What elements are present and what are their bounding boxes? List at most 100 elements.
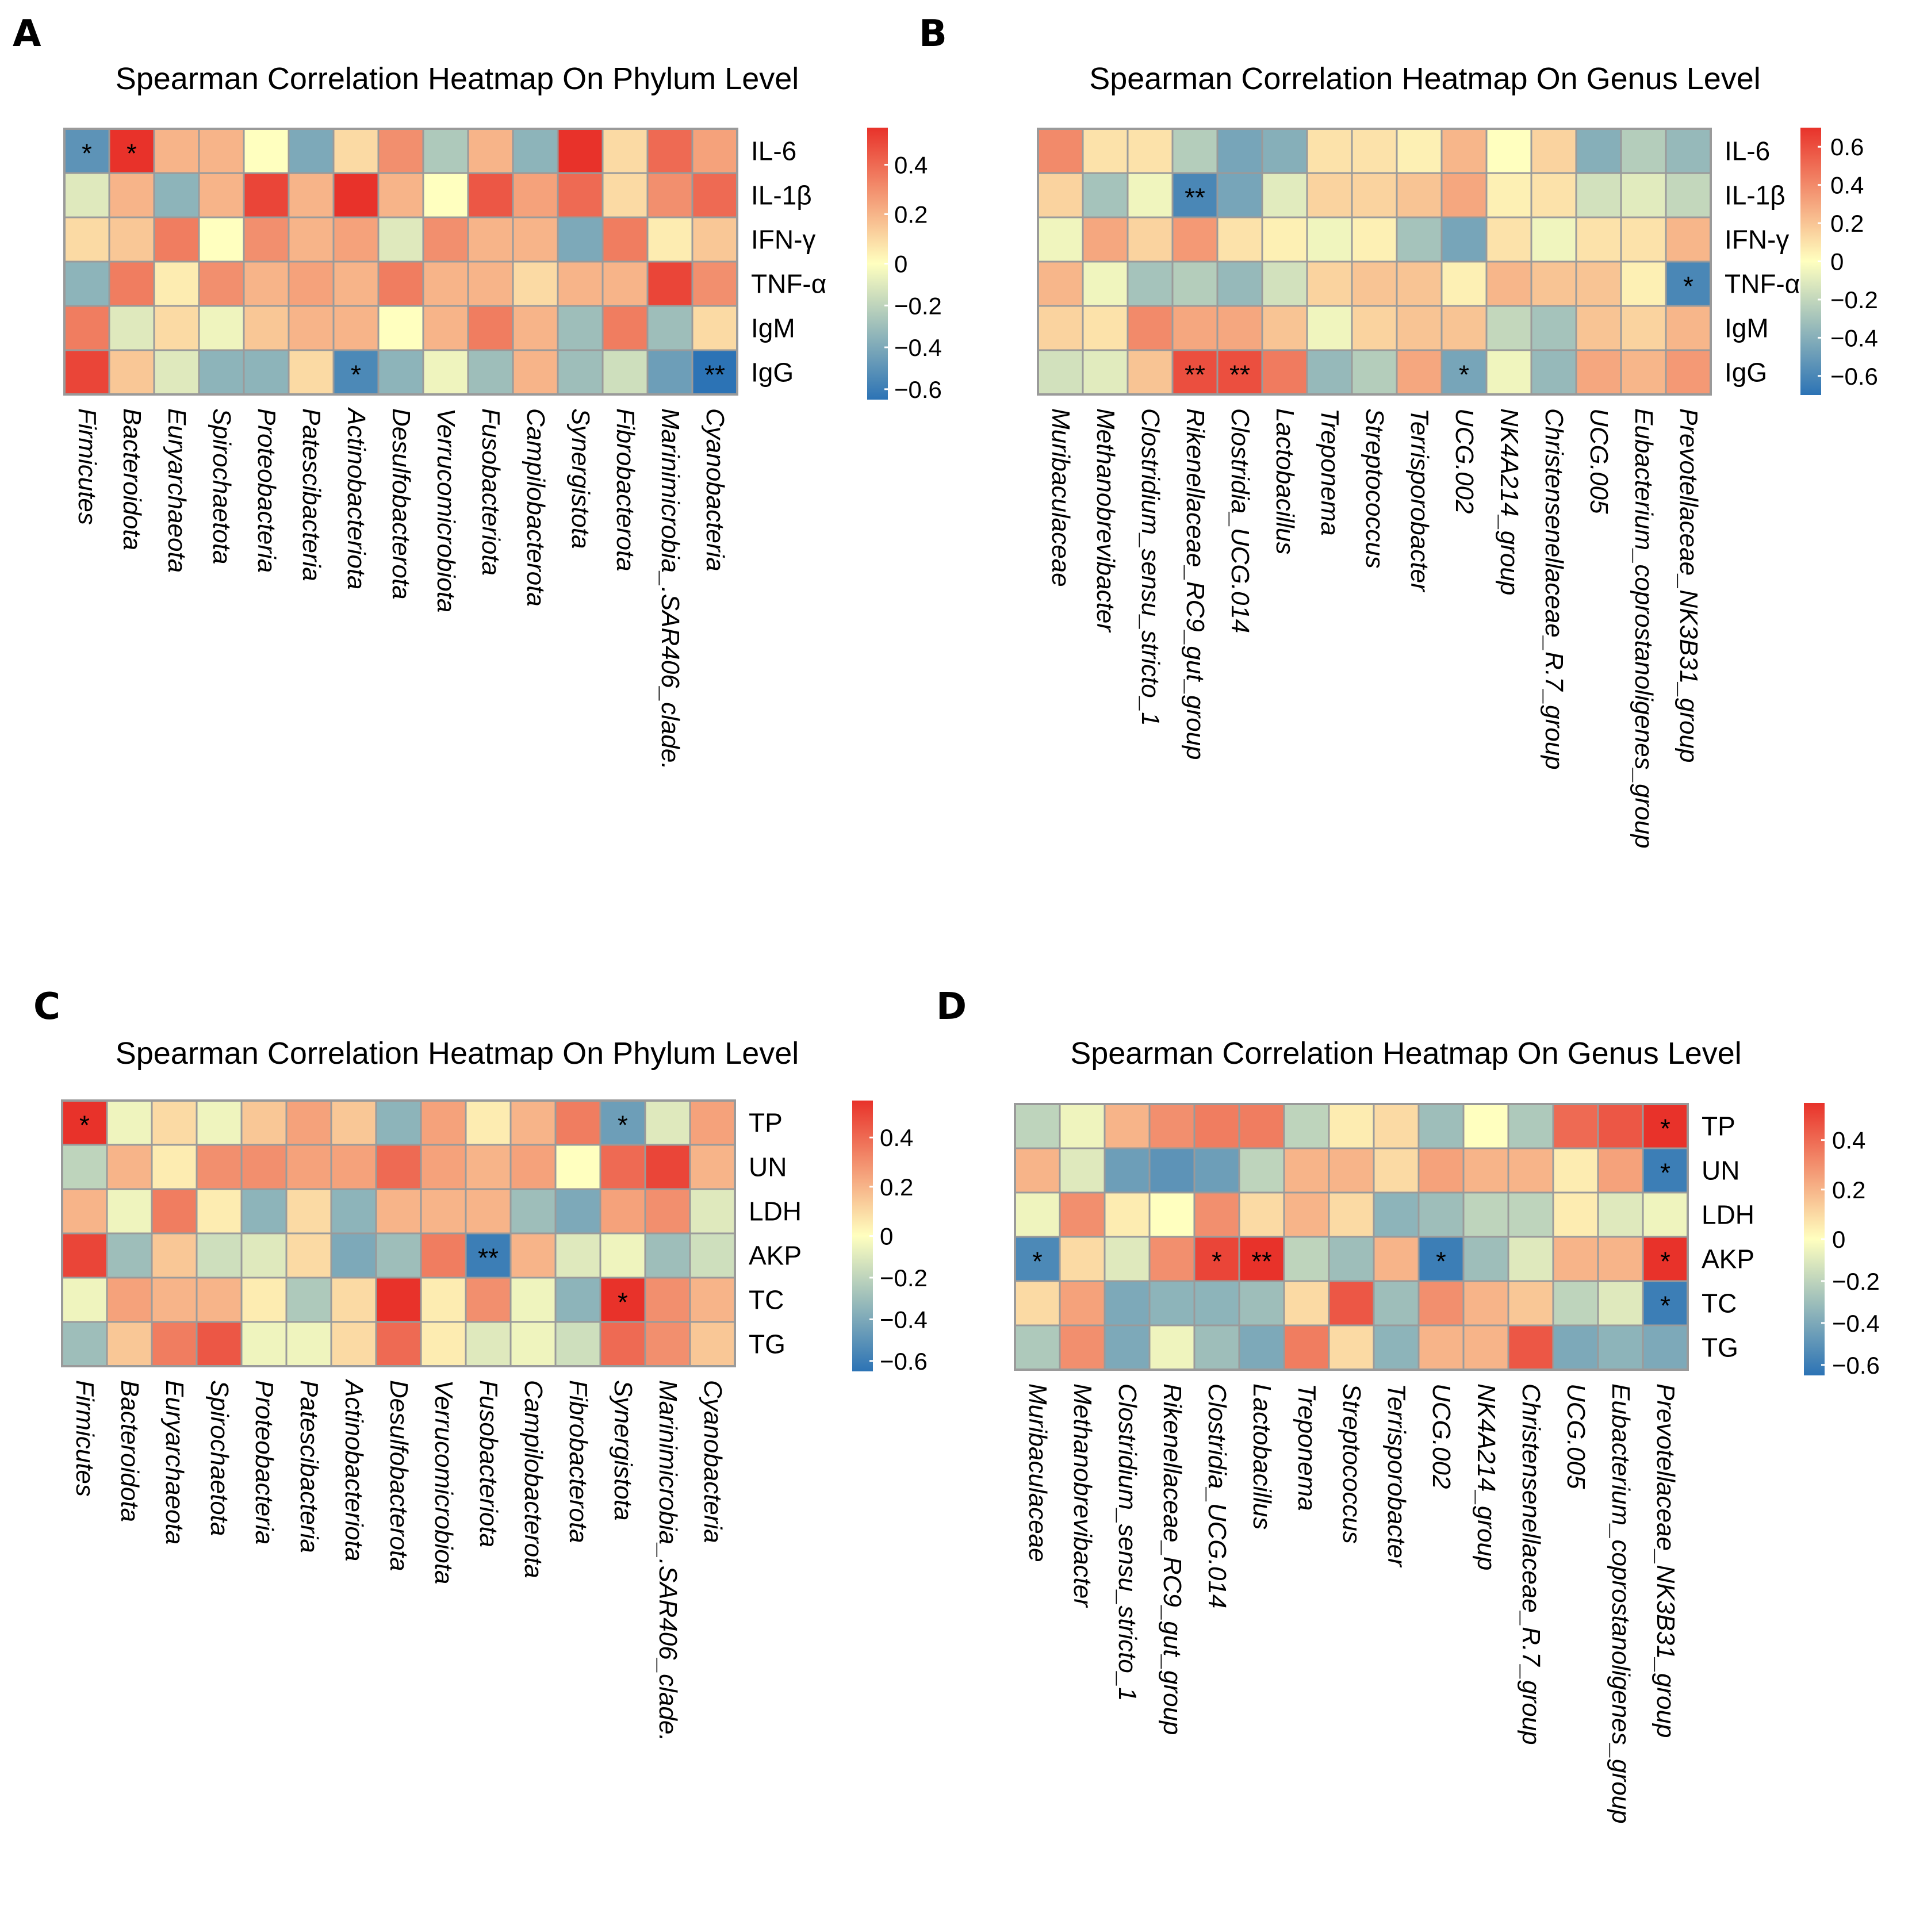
row-label: AKP (1702, 1244, 1754, 1274)
heatmap-cell (196, 1232, 243, 1279)
heatmap-cell (1306, 260, 1353, 307)
heatmap-cell (557, 349, 604, 396)
heatmap-cell (288, 349, 335, 396)
heatmap-cell (509, 1276, 557, 1323)
heatmap-cell (420, 1099, 467, 1146)
heatmap-cell (153, 172, 200, 218)
heatmap-cell (557, 172, 604, 218)
heatmap-cell (285, 1276, 332, 1323)
heatmap-cell (1238, 1280, 1285, 1327)
heatmap-cell (1193, 1236, 1240, 1282)
heatmap-cell (240, 1276, 288, 1323)
row-label: IL-6 (751, 136, 796, 166)
significance-marker: ** (478, 1243, 499, 1273)
heatmap-cell (288, 172, 335, 218)
column-label: Euryarchaeota (160, 1380, 189, 1544)
legend-tick-label: −0.4 (1830, 324, 1878, 351)
heatmap-border (61, 1099, 736, 1367)
heatmap-cell (1283, 1191, 1330, 1238)
legend-tick-label: 0.4 (894, 152, 928, 179)
heatmap-cell (198, 349, 245, 396)
heatmap-cell (691, 260, 738, 307)
heatmap-cell (1665, 349, 1712, 396)
row-label: TC (749, 1285, 784, 1315)
heatmap-cell (1261, 349, 1308, 396)
chart-title: Spearman Correlation Heatmap On Phylum L… (116, 1036, 799, 1071)
significance-marker: * (351, 360, 361, 390)
heatmap-cell (420, 1232, 467, 1279)
heatmap-cell (1530, 128, 1577, 174)
legend-tick-label: −0.4 (1832, 1310, 1880, 1337)
heatmap-cell (1440, 128, 1488, 174)
heatmap-cell (554, 1144, 601, 1190)
heatmap-cell (196, 1321, 243, 1367)
heatmap-cell (332, 260, 380, 307)
column-label: Lactobacillus (1248, 1383, 1276, 1529)
row-label: IgM (1725, 313, 1769, 343)
significance-marker: * (1683, 271, 1693, 301)
heatmap-cell (196, 1188, 243, 1235)
heatmap-cell (1306, 128, 1353, 174)
column-label: Patescibacteria (297, 408, 325, 581)
heatmap-cell (63, 305, 110, 351)
heatmap-cell (1440, 172, 1488, 218)
heatmap-cell (1552, 1147, 1599, 1194)
heatmap-cell (1193, 1324, 1240, 1371)
heatmap-cell (1283, 1147, 1330, 1194)
heatmap-cell (285, 1144, 332, 1190)
heatmap-cell (1665, 305, 1712, 351)
heatmap-cell (557, 305, 604, 351)
heatmap-cell (689, 1232, 736, 1279)
heatmap-cell (1037, 172, 1084, 218)
heatmap-cell (465, 1099, 512, 1146)
heatmap-cell (1575, 128, 1622, 174)
heatmap-cell (422, 260, 469, 307)
heatmap-cell (1665, 172, 1712, 218)
column-label: Bacteroidota (118, 408, 146, 550)
heatmap-cell (1396, 305, 1443, 351)
heatmap-cell (512, 128, 559, 174)
column-label: Fibrobacterota (611, 408, 639, 572)
heatmap-cell (377, 216, 424, 263)
heatmap-cell (1507, 1324, 1554, 1371)
heatmap-cell (1126, 349, 1174, 396)
column-label: Streptococcus (1338, 1383, 1366, 1544)
heatmap-cell (1082, 260, 1129, 307)
heatmap-cell (61, 1144, 108, 1190)
panel-d: D Spearman Correlation Heatmap On Genus L… (936, 986, 1880, 1824)
heatmap-cell (1620, 305, 1667, 351)
heatmap-cell (1642, 1191, 1689, 1238)
heatmap-cell (1620, 172, 1667, 218)
heatmap-cell (151, 1188, 198, 1235)
heatmap-cell (1462, 1324, 1509, 1371)
heatmap-cell (1126, 305, 1174, 351)
heatmap-cell (644, 1144, 691, 1190)
heatmap-cell (243, 216, 290, 263)
row-label: IL-1β (1725, 181, 1785, 210)
heatmap-cell (512, 305, 559, 351)
heatmap-cell (1396, 260, 1443, 307)
row-label: LDH (749, 1197, 802, 1226)
heatmap-cell (1171, 128, 1219, 174)
heatmap-cell (63, 216, 110, 263)
heatmap-cell (465, 1188, 512, 1235)
heatmap-cell (1082, 305, 1129, 351)
heatmap-cell (601, 216, 649, 263)
heatmap-cell (689, 1188, 736, 1235)
heatmap-cell (1396, 349, 1443, 396)
heatmap-cell (106, 1188, 153, 1235)
heatmap-cell (1597, 1324, 1644, 1371)
heatmap-cell (285, 1232, 332, 1279)
heatmap-cell (512, 349, 559, 396)
column-label: Clostridia_UCG.014 (1226, 408, 1254, 633)
row-label: IgG (751, 358, 794, 388)
heatmap-cell (1485, 172, 1532, 218)
column-label: Proteobacteria (250, 1380, 278, 1544)
heatmap-cell (330, 1232, 377, 1279)
heatmap-cells: ***** (61, 1099, 736, 1367)
heatmap-cell (467, 128, 514, 174)
heatmap-cell (554, 1188, 601, 1235)
column-label: Rikenellaceae_RC9_gut_group (1158, 1383, 1186, 1735)
significance-marker: ** (1185, 360, 1205, 390)
